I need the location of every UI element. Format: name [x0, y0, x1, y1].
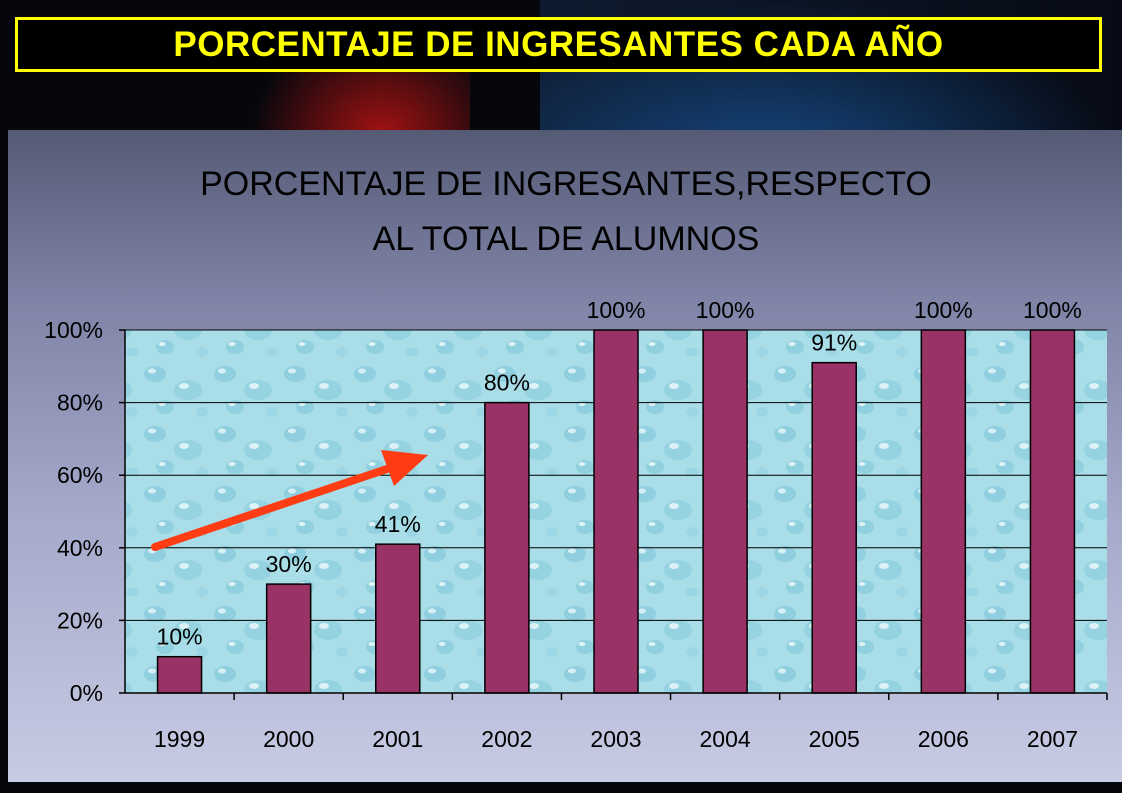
chart-title-line-1: PORCENTAJE DE INGRESANTES,RESPECTO	[200, 165, 932, 203]
trend-arrow	[151, 450, 428, 551]
bar-2007	[1029, 329, 1076, 694]
y-tick-label: 40%	[57, 535, 103, 561]
bar-2000	[265, 583, 312, 694]
y-tick-label: 100%	[44, 317, 103, 343]
y-tick-label: 80%	[57, 390, 103, 416]
data-label-2005: 91%	[811, 330, 857, 356]
bar-1999	[156, 655, 203, 694]
data-label-2002: 80%	[484, 370, 530, 396]
data-label-1999: 10%	[157, 624, 203, 650]
x-tick-label-2000: 2000	[263, 726, 314, 752]
data-label-2003: 100%	[587, 297, 646, 323]
x-tick-label-2007: 2007	[1027, 726, 1078, 752]
x-tick-label-2004: 2004	[700, 726, 751, 752]
y-tick-label: 20%	[57, 607, 103, 633]
x-tick-label-2003: 2003	[590, 726, 641, 752]
data-label-2004: 100%	[696, 297, 755, 323]
y-tick-label: 60%	[57, 462, 103, 488]
x-tick-label-1999: 1999	[154, 726, 205, 752]
bar-2003	[593, 329, 639, 694]
chart-title-line-2: AL TOTAL DE ALUMNOS	[373, 220, 760, 258]
data-label-2006: 100%	[914, 297, 973, 323]
bar-2002	[484, 401, 530, 694]
data-label-2007: 100%	[1023, 297, 1082, 323]
x-tick-label-2005: 2005	[809, 726, 860, 752]
slide-title: PORCENTAJE DE INGRESANTES CADA AÑO	[15, 17, 1102, 72]
bar-2006	[920, 329, 967, 694]
x-tick-label-2002: 2002	[481, 726, 532, 752]
x-tick-label-2006: 2006	[918, 726, 969, 752]
bar-2001	[375, 543, 421, 694]
bar-2004	[702, 329, 748, 694]
bar-2005	[811, 361, 857, 694]
y-tick-label: 0%	[70, 680, 103, 706]
data-label-2001: 41%	[375, 511, 421, 537]
data-label-2000: 30%	[266, 551, 312, 577]
x-tick-label-2001: 2001	[372, 726, 423, 752]
